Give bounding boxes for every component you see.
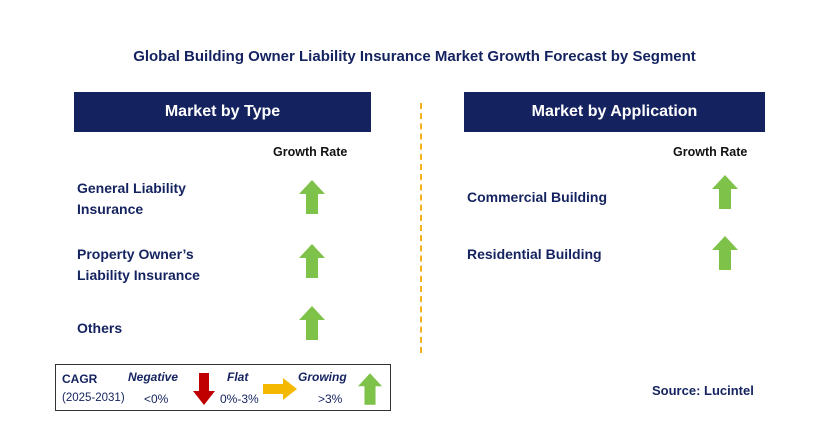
type-row-property-owner: Property Owner’s Liability Insurance [77,244,200,286]
legend-cagr-label: CAGR [62,372,98,386]
row-label-line1: Commercial Building [467,189,608,205]
application-row-residential: Residential Building [467,244,602,265]
row-label-line1: Others [77,320,123,336]
type-row-general-liability: General Liability Insurance [77,178,186,220]
source-label: Source: Lucintel [652,383,754,398]
legend-flat-label: Flat [227,370,249,384]
up-arrow-icon [299,180,325,214]
up-arrow-icon [299,244,325,278]
row-label-line2: Liability Insurance [77,267,200,283]
row-label-line1: Residential Building [467,246,602,262]
cagr-legend: CAGR (2025-2031) Negative <0% Flat 0%-3%… [55,364,391,411]
panel-divider [420,103,422,353]
up-arrow-icon [358,373,382,405]
chart-title: Global Building Owner Liability Insuranc… [133,48,696,65]
legend-period: (2025-2031) [62,392,125,404]
legend-growing-value: >3% [318,392,343,406]
legend-growing-label: Growing [298,370,347,384]
type-growth-rate-label: Growth Rate [273,145,348,159]
legend-flat-value: 0%-3% [220,392,259,406]
type-panel-header: Market by Type [74,92,371,132]
right-arrow-icon [263,378,297,400]
application-growth-rate-label: Growth Rate [673,145,748,159]
application-row-commercial: Commercial Building [467,187,607,208]
application-panel-header: Market by Application [464,92,765,132]
legend-negative-value: <0% [144,392,169,406]
up-arrow-icon [299,306,325,340]
up-arrow-icon [712,175,738,209]
row-label-line2: Insurance [77,201,144,217]
legend-negative-label: Negative [128,370,179,384]
row-label-line1: Property Owner’s [77,246,194,262]
row-label-line1: General Liability [77,180,186,196]
type-row-others: Others [77,318,122,339]
up-arrow-icon [712,236,738,270]
down-arrow-icon [193,373,215,405]
